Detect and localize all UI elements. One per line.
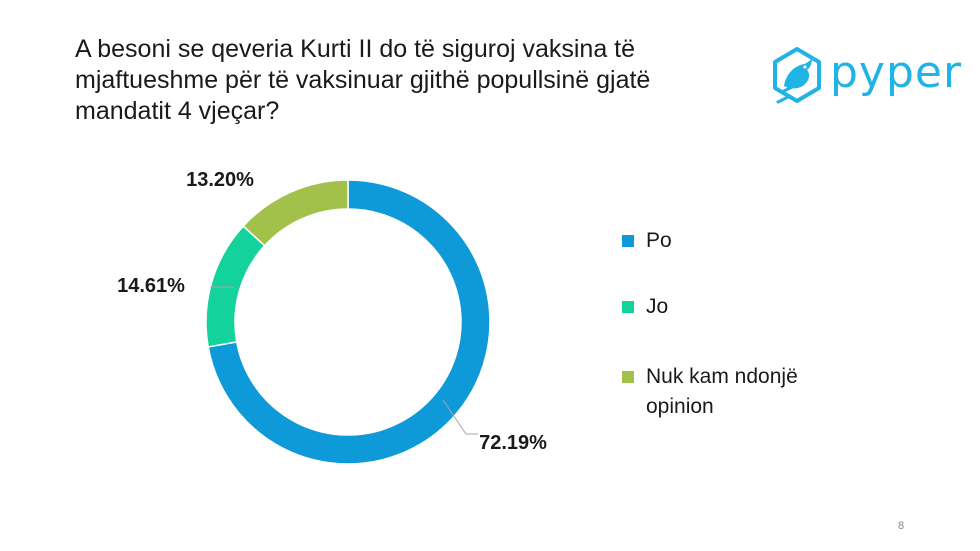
data-label-po: 72.19%: [479, 432, 547, 454]
title-line-1: A besoni se qeveria Kurti II do të sigur…: [75, 35, 636, 63]
legend-swatch-nuk-kam-ndonje-opinion: [622, 371, 634, 383]
legend-label-jo: Jo: [646, 295, 669, 318]
title-line-3: mandatit 4 vjeçar?: [75, 97, 280, 125]
legend-label-nuk-kam-ndonje-opinion: Nuk kam ndonjë opinion: [646, 365, 798, 418]
page-title: A besoni se qeveria Kurti II do të sigur…: [75, 34, 725, 127]
legend-item-po: Po: [622, 226, 856, 256]
slice-po: [207, 179, 491, 465]
slice-nuk-kam-ndonje-opinion: [242, 179, 349, 247]
pyper-logo: pyper: [768, 46, 961, 112]
page-number: 8: [898, 520, 905, 532]
bird-icon: [773, 47, 821, 104]
data-label-jo: 14.61%: [117, 275, 185, 297]
legend-swatch-po: [622, 235, 634, 247]
leader-line-po: [442, 399, 478, 435]
legend-item-jo: Jo: [622, 292, 856, 322]
logo-text: pyper: [830, 47, 963, 98]
title-line-2: mjaftueshme për të vaksinuar gjithë popu…: [75, 66, 651, 94]
data-label-nuk-kam-ndonje-opinion: 13.20%: [186, 169, 254, 191]
legend-label-po: Po: [646, 229, 672, 252]
legend-item-nuk-kam-ndonje-opinion: Nuk kam ndonjë opinion: [622, 362, 856, 422]
legend-swatch-jo: [622, 301, 634, 313]
